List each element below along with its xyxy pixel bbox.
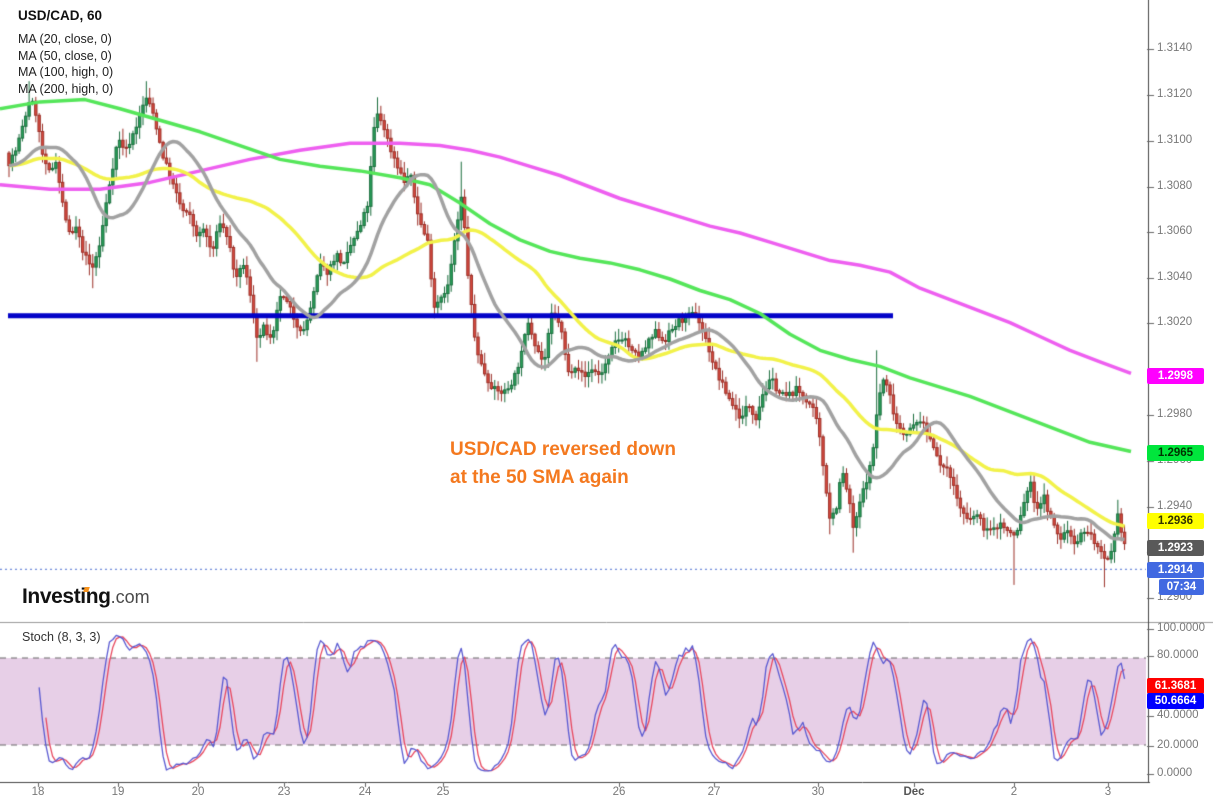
logo-brand-text: Investing [22,585,111,608]
logo-suffix-text: .com [110,587,150,607]
ma-legend-item-50: MA (50, close, 0) [18,48,112,63]
price-axis-label: 1.3120 [1157,88,1193,100]
annotation-line-2: at the 50 SMA again [450,467,629,488]
candle-countdown-badge: 07:34 [1159,579,1204,595]
stoch-axis-label: 100.0000 [1157,622,1205,634]
time-axis-label: 30 [811,786,825,798]
price-badge-1.2965: 1.2965 [1147,445,1204,461]
time-axis-label: 26 [612,786,626,798]
price-badge-1.2998: 1.2998 [1147,368,1204,384]
price-axis-label: 1.2940 [1157,500,1193,512]
time-axis-label: 19 [111,786,125,798]
time-axis-label: 25 [436,786,450,798]
price-badge-1.2923: 1.2923 [1147,540,1204,556]
ma-legend-item-20: MA (20, close, 0) [18,32,112,46]
stoch-indicator-label: Stoch (8, 3, 3) [22,630,101,644]
stoch-axis-label: 80.0000 [1157,649,1199,661]
ma-legend-item-100: MA (100, high, 0) [18,65,114,79]
ma-legend-item-200: MA (200, high, 0) [18,81,114,96]
time-axis-label: Dec [903,786,925,798]
price-axis-label: 1.3060 [1157,225,1193,237]
price-axis-label: 1.3100 [1157,134,1193,146]
price-badge-1.2914: 1.2914 [1147,562,1204,578]
price-axis-label: 1.3080 [1157,180,1193,192]
annotation-line-1: USD/CAD reversed down [450,439,676,460]
stoch-axis-label: 40.0000 [1157,709,1199,721]
stoch-axis-label: 20.0000 [1157,739,1199,751]
price-axis-label: 1.3020 [1157,316,1193,328]
chart-title: USD/CAD, 60 [18,8,103,23]
price-axis-label: 1.2980 [1157,408,1193,420]
time-axis-label: 3 [1104,786,1112,798]
stoch-value-badge: 50.6664 [1147,693,1204,709]
price-axis-label: 1.3040 [1157,271,1193,283]
price-badge-1.2936: 1.2936 [1147,513,1204,529]
time-axis-label: 24 [358,786,372,798]
time-axis-label: 20 [191,786,205,798]
investing-logo[interactable]: Investing.com [22,585,150,609]
time-axis-label: 18 [31,786,45,798]
price-axis-label: 1.3140 [1157,42,1193,54]
stoch-axis-label: 0.0000 [1157,767,1193,779]
ma-legend: MA (20, close, 0) MA (50, close, 0) MA (… [18,31,113,97]
time-axis-label: 27 [707,786,721,798]
stoch-value-badge: 61.3681 [1147,678,1204,694]
annotation-text: USD/CAD reversed down at the 50 SMA agai… [450,436,676,492]
time-axis-label: 2 [1010,786,1018,798]
time-axis-label: 23 [277,786,291,798]
